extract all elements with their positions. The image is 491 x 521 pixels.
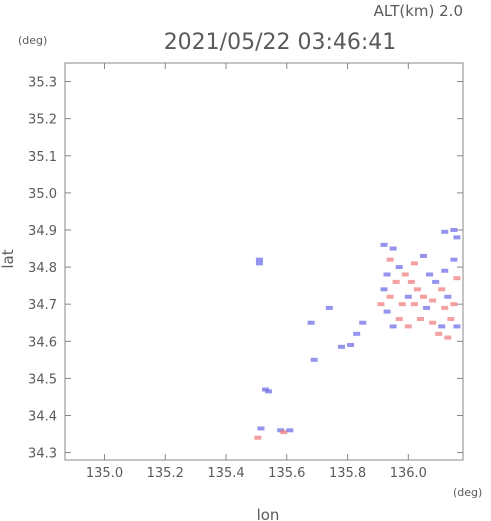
data-cell — [286, 428, 294, 433]
y-tick-label: 35.3 — [28, 76, 57, 91]
data-cell — [389, 246, 397, 251]
data-cell — [432, 279, 440, 284]
data-cell — [453, 276, 461, 281]
data-cell — [380, 242, 388, 247]
data-cell — [389, 324, 397, 329]
data-cell — [386, 294, 394, 299]
data-cell — [404, 324, 412, 329]
data-cell — [429, 320, 437, 325]
data-cell — [280, 430, 288, 435]
data-cell — [453, 235, 461, 240]
data-cell — [255, 261, 263, 266]
x-axis-label: lon — [257, 506, 280, 521]
x-tick-label: 135.0 — [86, 466, 123, 481]
x-tick-label: 135.8 — [329, 466, 366, 481]
data-cell — [401, 272, 409, 277]
y-tick-label: 35.2 — [28, 113, 57, 128]
y-tick-label: 34.4 — [28, 409, 57, 424]
data-cell — [453, 324, 461, 329]
data-cell — [444, 335, 452, 340]
y-tick-label: 35.1 — [28, 150, 57, 165]
y-unit-label: (deg) — [18, 34, 47, 47]
data-cell — [380, 287, 388, 292]
y-tick-label: 35.0 — [28, 187, 57, 202]
data-cell — [435, 331, 443, 336]
data-cell — [438, 324, 446, 329]
data-cell — [386, 257, 394, 262]
x-ticks: 135.0 135.2 135.4 135.6 135.8 136.0 — [86, 63, 427, 481]
data-cell — [413, 287, 421, 292]
data-cell — [423, 305, 431, 310]
data-cell — [265, 389, 273, 394]
y-tick-label: 34.5 — [28, 372, 57, 387]
y-tick-label: 34.7 — [28, 298, 57, 313]
data-cell — [353, 331, 361, 336]
plot-frame — [64, 62, 464, 461]
data-cell — [441, 268, 449, 273]
data-cell — [420, 253, 428, 258]
data-cell — [347, 342, 355, 347]
data-cell — [410, 302, 418, 307]
data-cell — [420, 294, 428, 299]
data-cell — [441, 229, 449, 234]
y-tick-label: 34.9 — [28, 224, 57, 239]
data-cell — [426, 272, 434, 277]
data-cell — [307, 320, 315, 325]
data-cell — [310, 357, 318, 362]
data-cell — [416, 317, 424, 322]
data-cell — [377, 302, 385, 307]
x-tick-label: 135.2 — [147, 466, 184, 481]
data-cell — [257, 426, 265, 431]
data-cell — [395, 265, 403, 270]
data-cell — [398, 302, 406, 307]
data-cell — [359, 320, 367, 325]
data-cell — [392, 279, 400, 284]
data-cell — [404, 294, 412, 299]
data-cell — [395, 317, 403, 322]
data-cell — [450, 227, 458, 232]
x-tick-label: 135.4 — [207, 466, 244, 481]
data-cell — [254, 435, 262, 440]
data-cell — [337, 344, 345, 349]
x-unit-label: (deg) — [453, 486, 482, 499]
altitude-label: ALT(km) 2.0 — [374, 2, 463, 20]
y-axis-label: lat — [0, 249, 17, 268]
y-ticks: 34.3 34.4 34.5 34.6 34.7 34.8 34.9 35.0 35.1 35.2… — [28, 76, 463, 462]
timestamp-title: 2021/05/22 03:46:41 — [164, 30, 397, 55]
data-cell — [410, 261, 418, 266]
data-cell — [438, 287, 446, 292]
data-cell — [441, 305, 449, 310]
y-tick-label: 34.3 — [28, 447, 57, 462]
data-cell — [444, 294, 452, 299]
data-cell — [383, 272, 391, 277]
y-tick-label: 34.6 — [28, 335, 57, 350]
x-tick-label: 136.0 — [390, 466, 427, 481]
data-cell — [255, 257, 263, 262]
x-tick-label: 135.6 — [268, 466, 305, 481]
data-cell — [450, 257, 458, 262]
data-cell — [450, 302, 458, 307]
data-cell — [407, 279, 415, 284]
data-cell — [447, 317, 455, 322]
data-layer — [254, 227, 461, 440]
data-cell — [383, 309, 391, 314]
data-cell — [325, 305, 333, 310]
y-tick-label: 34.8 — [28, 261, 57, 276]
data-cell — [429, 298, 437, 303]
